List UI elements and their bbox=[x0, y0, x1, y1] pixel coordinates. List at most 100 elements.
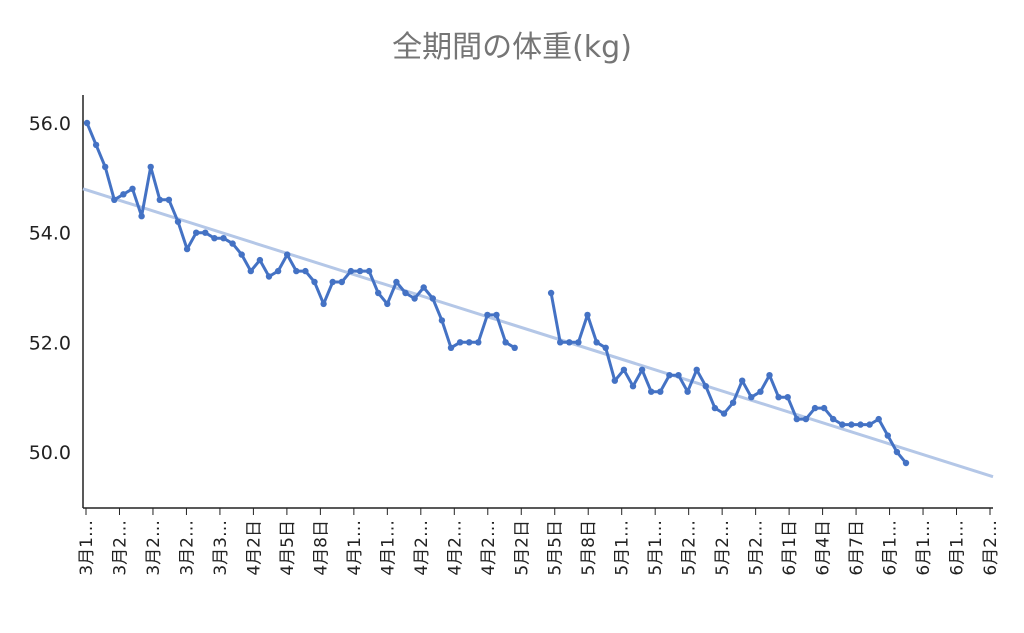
data-point bbox=[711, 404, 719, 412]
data-point bbox=[402, 289, 409, 297]
data-point bbox=[393, 278, 400, 286]
x-tick-label: 3月1… bbox=[77, 520, 97, 576]
data-point bbox=[566, 339, 573, 346]
y-tick-label: 56.0 bbox=[29, 113, 71, 135]
data-point bbox=[92, 141, 100, 149]
data-point bbox=[302, 267, 309, 275]
weight-series-line bbox=[85, 121, 908, 465]
x-tick-label: 6月1… bbox=[914, 520, 934, 576]
data-point bbox=[365, 267, 373, 275]
data-point bbox=[884, 432, 891, 439]
data-point bbox=[739, 377, 746, 384]
data-point bbox=[247, 267, 254, 275]
data-point bbox=[675, 372, 682, 379]
data-point bbox=[875, 415, 882, 423]
chart-title: 全期間の体重(kg) bbox=[392, 30, 632, 65]
data-point bbox=[839, 421, 846, 428]
x-tick-label: 4月2… bbox=[479, 520, 499, 576]
data-point bbox=[575, 339, 582, 346]
x-tick-label: 6月7日 bbox=[847, 520, 867, 576]
data-point bbox=[784, 394, 791, 401]
data-point bbox=[475, 339, 482, 346]
data-point bbox=[256, 256, 264, 264]
data-point bbox=[602, 344, 609, 351]
data-point bbox=[293, 267, 300, 275]
x-tick-label: 5月1… bbox=[613, 520, 633, 576]
data-point bbox=[183, 245, 191, 253]
data-point bbox=[757, 388, 764, 395]
data-point bbox=[648, 388, 655, 395]
x-tick-label: 3月3… bbox=[211, 520, 231, 576]
data-point bbox=[830, 415, 837, 423]
x-tick-labels: 3月1… 3月2… 3月2… 3月2… 3月3… 4月2日 4月5日 4月8日 4月1… 4月1…… bbox=[77, 508, 1001, 576]
x-tick-label: 6月1… bbox=[881, 520, 901, 576]
data-point bbox=[193, 229, 200, 236]
data-point bbox=[174, 218, 182, 225]
data-point bbox=[820, 404, 828, 412]
x-tick-label: 6月4日 bbox=[814, 520, 834, 576]
data-point bbox=[220, 235, 227, 242]
data-point bbox=[493, 311, 500, 319]
chart-axes bbox=[82, 95, 993, 509]
data-point bbox=[811, 404, 819, 412]
x-tick-label: 6月1… bbox=[948, 520, 968, 576]
data-point bbox=[557, 339, 564, 346]
data-point bbox=[238, 251, 245, 258]
x-tick-label: 5月2日 bbox=[512, 520, 532, 576]
data-point bbox=[438, 317, 446, 324]
data-point bbox=[347, 267, 355, 275]
data-point bbox=[229, 240, 236, 247]
data-point bbox=[848, 421, 855, 428]
data-point bbox=[620, 366, 628, 373]
data-point bbox=[320, 300, 327, 308]
data-point bbox=[129, 185, 136, 192]
x-tick-label: 6月1日 bbox=[780, 520, 800, 576]
data-point bbox=[211, 235, 218, 242]
data-point bbox=[83, 119, 91, 127]
data-point bbox=[793, 415, 800, 423]
data-point bbox=[102, 163, 109, 171]
x-tick-label: 4月8日 bbox=[311, 520, 331, 576]
x-tick-label: 3月2… bbox=[144, 520, 164, 576]
x-tick-label: 6月2… bbox=[981, 520, 1001, 576]
x-tick-label: 4月2… bbox=[445, 520, 465, 576]
x-tick-label: 5月2… bbox=[680, 520, 700, 576]
data-point bbox=[802, 415, 810, 423]
data-point bbox=[638, 366, 646, 373]
data-point bbox=[120, 191, 127, 198]
data-point bbox=[893, 448, 901, 456]
data-point bbox=[165, 196, 173, 203]
data-point bbox=[629, 383, 637, 390]
data-point bbox=[902, 459, 910, 467]
data-point bbox=[657, 388, 664, 395]
data-point bbox=[447, 344, 455, 351]
data-point bbox=[338, 278, 345, 286]
y-tick-label: 52.0 bbox=[29, 332, 71, 354]
data-point bbox=[766, 372, 773, 379]
trendline-group bbox=[82, 187, 994, 479]
x-tick-label: 4月2日 bbox=[244, 520, 264, 576]
data-point bbox=[584, 311, 591, 319]
x-tick-label: 4月1… bbox=[345, 520, 365, 576]
data-point bbox=[274, 267, 282, 275]
data-point bbox=[284, 251, 291, 258]
trend-line bbox=[82, 187, 994, 479]
data-point bbox=[611, 377, 618, 384]
data-point bbox=[684, 388, 691, 395]
x-tick-label: 5月8日 bbox=[579, 520, 599, 576]
series-group bbox=[83, 119, 910, 467]
data-point bbox=[748, 394, 755, 401]
data-point bbox=[411, 295, 418, 302]
data-point bbox=[138, 213, 145, 220]
x-tick-label: 5月2… bbox=[747, 520, 767, 576]
data-point bbox=[420, 284, 427, 291]
x-tick-label: 5月5日 bbox=[546, 520, 566, 576]
data-point bbox=[775, 394, 782, 401]
data-point bbox=[156, 196, 163, 203]
x-tick-label: 3月2… bbox=[177, 520, 197, 576]
data-point bbox=[456, 339, 464, 346]
data-point bbox=[484, 311, 491, 319]
data-point bbox=[356, 267, 364, 275]
data-point bbox=[511, 344, 518, 351]
data-point bbox=[429, 295, 436, 302]
